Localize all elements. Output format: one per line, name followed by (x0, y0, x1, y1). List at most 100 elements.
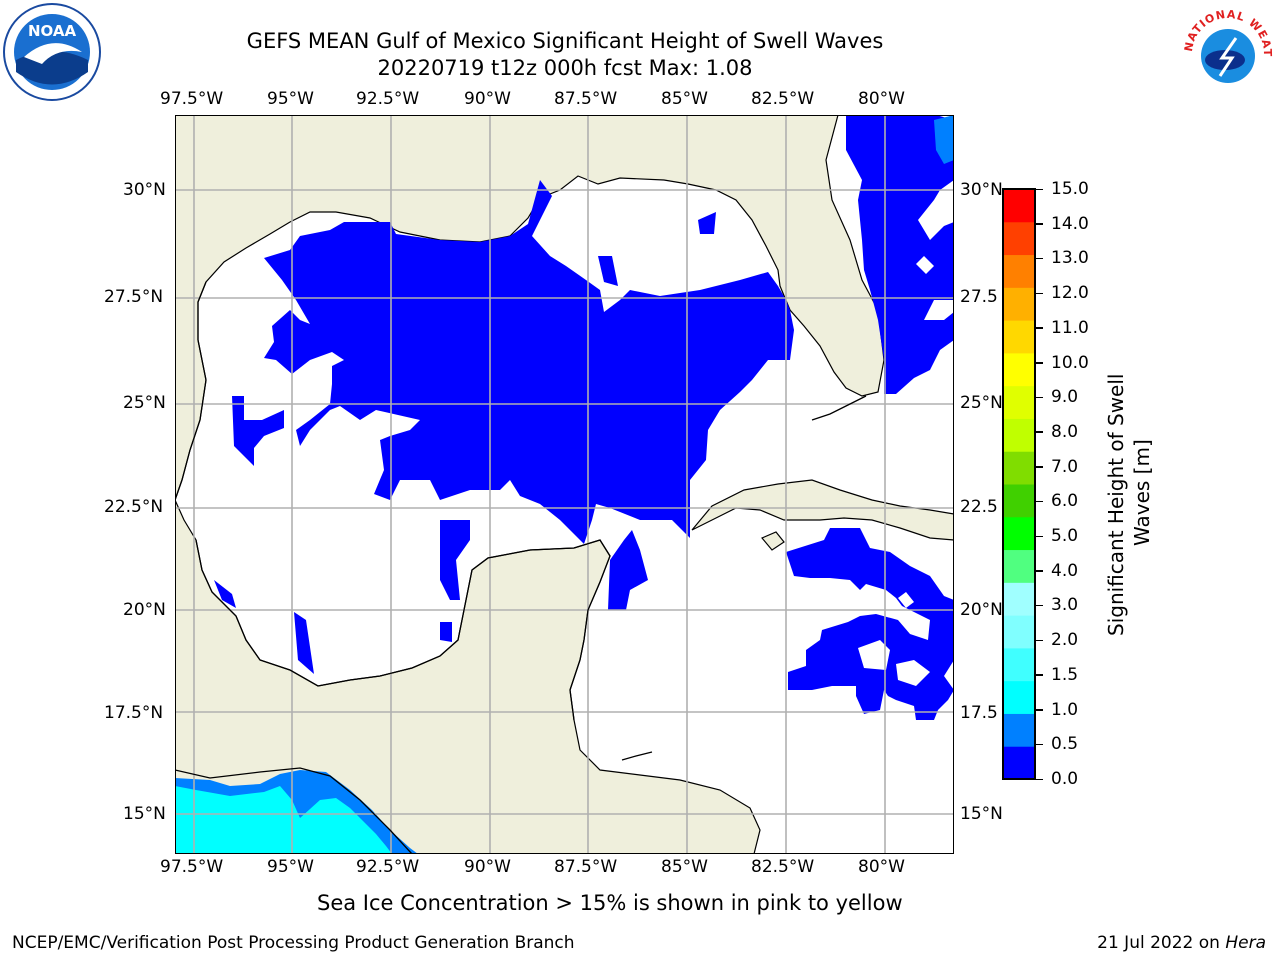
lon-label: 92.5°W (356, 857, 420, 877)
lon-label: 95°W (267, 857, 314, 877)
land-isle-youth (761, 531, 785, 551)
colorbar-tick-mark (1035, 466, 1043, 468)
map-panel (175, 115, 954, 854)
colorbar-tick-label: 12.0 (1051, 283, 1089, 304)
colorbar-tick-label: 1.5 (1051, 664, 1079, 685)
colorbar-swatch (1003, 746, 1035, 780)
lon-label: 87.5°W (554, 857, 618, 877)
colorbar-tick-mark (1035, 709, 1043, 711)
colorbar-tick-mark (1035, 257, 1043, 260)
colorbar-tick-mark (1035, 327, 1043, 329)
colorbar-swatch (1003, 615, 1035, 649)
footer-branch: NCEP/EMC/Verification Post Processing Pr… (12, 933, 575, 953)
lat-label: 20°N (960, 600, 1003, 620)
swell-contour-mid-atlantic (934, 115, 954, 164)
colorbar-frame (1002, 188, 1036, 780)
footer-host: Hera (1225, 933, 1266, 953)
colorbar-tick-mark (1035, 362, 1043, 364)
colorbar-tick-mark (1035, 431, 1043, 433)
colorbar-tick-label: 13.0 (1051, 248, 1089, 269)
lon-label: 92.5°W (356, 89, 420, 109)
lat-label: 20°N (123, 600, 166, 620)
colorbar-swatch (1003, 680, 1035, 714)
colorbar-tick-label: 5.0 (1051, 526, 1079, 547)
colorbar-tick-label: 0.0 (1051, 769, 1079, 789)
colorbar-tick-mark (1035, 639, 1043, 642)
colorbar-tick-mark (1035, 604, 1043, 607)
colorbar-tick-label: 11.0 (1051, 317, 1089, 338)
lat-label: 30°N (960, 180, 1003, 200)
swell-holes (858, 256, 934, 686)
colorbar-tick-label: 14.0 (1051, 213, 1089, 234)
footer-date-text: 21 Jul 2022 on (1097, 933, 1226, 953)
colorbar-tick-mark (1035, 500, 1043, 503)
coastlines (175, 281, 867, 854)
lon-label: 85°W (661, 857, 708, 877)
lat-label: 17.5°N (104, 703, 164, 723)
colorbar-tick-label: 4.0 (1051, 560, 1079, 581)
colorbar-tick-mark (1035, 570, 1043, 572)
lat-label: 30°N (123, 180, 166, 200)
colorbar-tick-mark (1035, 743, 1043, 746)
colorbar-tick-label: 10.0 (1051, 352, 1089, 373)
lat-label: 27.5 (960, 287, 998, 307)
colorbar-swatch (1003, 418, 1035, 452)
swell-contour-pacific (175, 770, 418, 854)
lat-label: 15°N (960, 804, 1003, 824)
lon-label: 90°W (464, 857, 511, 877)
colorbar-tick-mark (1035, 292, 1043, 295)
colorbar-tick-label: 9.0 (1051, 387, 1079, 408)
lon-label: 97.5°W (160, 89, 224, 109)
lat-label: 22.5 (960, 497, 998, 517)
colorbar-tick-mark (1035, 778, 1043, 780)
colorbar-tick-label: 15.0 (1051, 179, 1089, 199)
lon-label: 90°W (464, 89, 511, 109)
lon-label: 80°W (858, 89, 905, 109)
lat-label: 15°N (123, 804, 166, 824)
noaa-logo-text: NOAA (28, 22, 77, 40)
colorbar-tick-mark (1035, 535, 1043, 538)
colorbar-swatch (1003, 484, 1035, 518)
lat-label: 25°N (960, 393, 1003, 413)
colorbar-tick-label: 0.5 (1051, 734, 1079, 755)
colorbar-swatch (1003, 451, 1035, 485)
colorbar-label-line2: Waves [m] (1130, 439, 1154, 546)
colorbar-swatch (1003, 221, 1035, 256)
colorbar-tick-label: 1.0 (1051, 699, 1079, 720)
graticule (175, 115, 954, 854)
colorbar-swatch (1003, 647, 1035, 682)
lon-label: 95°W (267, 89, 314, 109)
colorbar (1002, 188, 1036, 780)
lon-label: 80°W (858, 857, 905, 877)
colorbar-swatch (1003, 287, 1035, 321)
lat-label: 22.5°N (104, 497, 164, 517)
colorbar-tick-mark (1035, 674, 1043, 676)
footer-date: 21 Jul 2022 on Hera (1097, 933, 1266, 953)
lat-label: 17.5 (960, 703, 998, 723)
colorbar-tick-label: 7.0 (1051, 456, 1079, 477)
noaa-logo-icon: NOAA (2, 2, 102, 102)
lon-label: 82.5°W (751, 857, 815, 877)
lon-label: 82.5°W (751, 89, 815, 109)
lon-label: 97.5°W (160, 857, 224, 877)
colorbar-tick-label: 3.0 (1051, 595, 1079, 616)
lon-label: 85°W (661, 89, 708, 109)
colorbar-tick-label: 2.0 (1051, 630, 1079, 651)
nws-logo-icon: NATIONAL WEATHER SERVICE (1173, 0, 1278, 102)
chart-title: GEFS MEAN Gulf of Mexico Significant Hei… (246, 29, 884, 53)
colorbar-swatch (1003, 254, 1035, 288)
colorbar-tick-mark (1035, 223, 1043, 225)
colorbar-tick-label: 8.0 (1051, 421, 1079, 442)
colorbar-tick-label: 6.0 (1051, 491, 1079, 512)
colorbar-swatch (1003, 713, 1035, 747)
colorbar-swatch (1003, 352, 1035, 387)
colorbar-swatch (1003, 385, 1035, 419)
colorbar-label-line1: Significant Height of Swell (1104, 373, 1128, 636)
colorbar-swatch (1003, 549, 1035, 583)
colorbar-swatch (1003, 189, 1035, 223)
colorbar-tick-mark (1035, 396, 1043, 399)
chart-subtitle: 20220719 t12z 000h fcst Max: 1.08 (377, 56, 753, 80)
lat-label: 25°N (123, 393, 166, 413)
land-cuba (691, 479, 954, 541)
lon-label: 87.5°W (554, 89, 618, 109)
